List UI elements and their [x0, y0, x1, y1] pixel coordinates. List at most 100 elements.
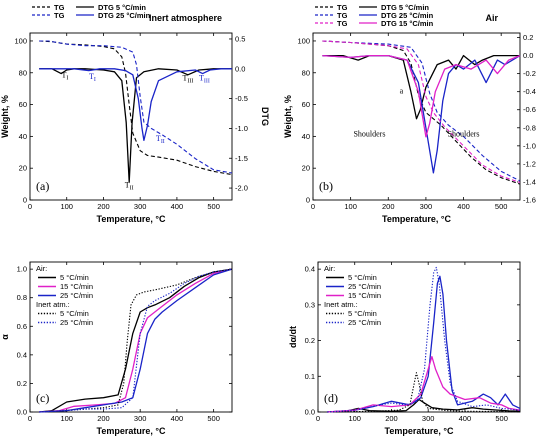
legend-label: TG	[337, 11, 348, 20]
x-axis-label: Temperature, °C	[385, 426, 454, 436]
legend-label: 15 °C/min	[60, 282, 93, 291]
legend-label: DTG 25 °C/min	[98, 11, 151, 20]
series-line	[327, 372, 521, 413]
y2-tick-label: -1.0	[235, 124, 248, 133]
legend-label: 25 °C/min	[60, 318, 93, 327]
y2-tick-label: 0.2	[523, 33, 533, 42]
panel-label: (b)	[319, 179, 333, 193]
plot-frame	[29, 32, 233, 201]
annotation-text: Shoulders	[448, 129, 480, 138]
legend-label: 25 °C/min	[348, 282, 381, 291]
x-tick-label: 100	[60, 414, 73, 423]
plot-frame	[317, 261, 521, 413]
annotation: a	[400, 86, 404, 95]
panel-label: (a)	[36, 179, 49, 193]
x-tick-label: 200	[97, 202, 110, 211]
annotation-text: T	[89, 72, 94, 81]
y-tick-label: 100	[297, 36, 310, 45]
x-tick-label: 500	[207, 202, 220, 211]
y2-axis-label: DTG	[548, 107, 550, 126]
series-line	[39, 268, 233, 413]
annotation-subscript: II	[130, 185, 134, 191]
y-tick-label: 20	[19, 164, 27, 173]
plot-frame	[29, 261, 233, 413]
annotation-text: a	[400, 86, 404, 95]
y-tick-label: 40	[302, 132, 310, 141]
x-tick-label: 200	[97, 414, 110, 423]
panel-a-tg-dtg-inert: 0 100 200 300 400 500 0 20 40 60 80 100 -2.0 -1.5 -1.0…	[0, 3, 270, 224]
annotation: Shoulders	[448, 129, 480, 138]
legend-label: 5 °C/min	[60, 273, 89, 282]
y-tick-label: 0.4	[17, 350, 27, 359]
annotation: TII	[125, 180, 134, 191]
x-tick-label: 300	[422, 414, 435, 423]
legend-label: TG	[54, 3, 65, 12]
x-tick-label: 400	[457, 202, 470, 211]
x-tick-label: 100	[348, 414, 361, 423]
y2-tick-label: -1.6	[523, 196, 536, 205]
series-line	[327, 355, 521, 413]
annotation-text: T	[156, 134, 161, 143]
series-line	[322, 54, 521, 174]
x-tick-label: 400	[171, 414, 184, 423]
annotation-text: T	[199, 74, 204, 83]
y2-tick-label: -1.0	[523, 141, 536, 150]
y-tick-label: 0.8	[17, 293, 27, 302]
annotation-subscript: III	[187, 79, 193, 85]
chart-title: Air	[485, 13, 498, 23]
x-axis-label: Temperature, °C	[97, 426, 166, 436]
legend-title: Inert atm.:	[36, 300, 70, 309]
legend-title: Inert atm.:	[324, 300, 358, 309]
x-tick-label: 0	[311, 202, 315, 211]
y-tick-label: 80	[19, 68, 27, 77]
y2-tick-label: -0.4	[523, 87, 536, 96]
legend-label: DTG 5 °C/min	[381, 3, 429, 12]
y2-tick-label: -1.2	[523, 159, 536, 168]
series-line	[327, 275, 521, 413]
y-tick-label: 0.1	[305, 372, 315, 381]
annotation-text: T	[61, 71, 66, 80]
series-line	[39, 268, 233, 413]
annotation-subscript: I	[94, 77, 96, 83]
annotation: TI	[61, 71, 68, 82]
x-tick-label: 100	[60, 202, 73, 211]
y-tick-label: 0.0	[305, 408, 315, 417]
x-tick-label: 300	[134, 202, 147, 211]
panel-d-dalpha-dt: 0 100 200 300 400 500 0.0 0.1 0.2 0.3 0.4 Temperatu…	[288, 261, 521, 436]
panel-b-tg-dtg-air: 0 100 200 300 400 500 0 20 40 60 80 100 -1.6 -1.4 -1.2…	[283, 3, 550, 224]
y-axis-label: α	[0, 334, 10, 340]
legend-label: 25 °C/min	[60, 291, 93, 300]
annotation-text: Shoulders	[353, 129, 385, 138]
annotation-subscript: III	[204, 79, 210, 85]
panel-c-alpha: 0 100 200 300 400 500 0.0 0.2 0.4 0.6 0.8 1.0 Temper…	[0, 261, 233, 436]
legend-label: 15 °C/min	[348, 291, 381, 300]
x-tick-label: 200	[385, 414, 398, 423]
x-tick-label: 0	[28, 202, 32, 211]
y-tick-label: 0.4	[305, 265, 315, 274]
annotation-text: T	[182, 74, 187, 83]
x-tick-label: 300	[134, 414, 147, 423]
x-axis-label: Temperature, °C	[97, 214, 166, 224]
plot-frame	[312, 32, 521, 201]
y2-tick-label: 0.0	[235, 64, 245, 73]
legend-label: DTG 5 °C/min	[98, 3, 146, 12]
y-axis-label: Weight, %	[283, 95, 293, 138]
y-tick-label: 0.2	[17, 379, 27, 388]
series-line	[327, 266, 521, 413]
annotation-text: T	[125, 180, 130, 189]
y2-tick-label: -2.0	[235, 184, 248, 193]
y-tick-label: 0.6	[17, 322, 27, 331]
annotation: TI	[89, 72, 96, 83]
y-tick-label: 0.3	[305, 300, 315, 309]
annotation-subscript: I	[66, 76, 68, 82]
series-line	[39, 268, 233, 413]
y2-axis-label: DTG	[260, 107, 270, 126]
annotation: TII	[156, 134, 165, 145]
panel-label: (d)	[324, 391, 338, 405]
legend-label: DTG 25 °C/min	[381, 11, 434, 20]
series-line	[39, 268, 233, 413]
y2-tick-label: -0.8	[523, 123, 536, 132]
y-tick-label: 0	[23, 196, 27, 205]
y-tick-label: 100	[14, 36, 27, 45]
